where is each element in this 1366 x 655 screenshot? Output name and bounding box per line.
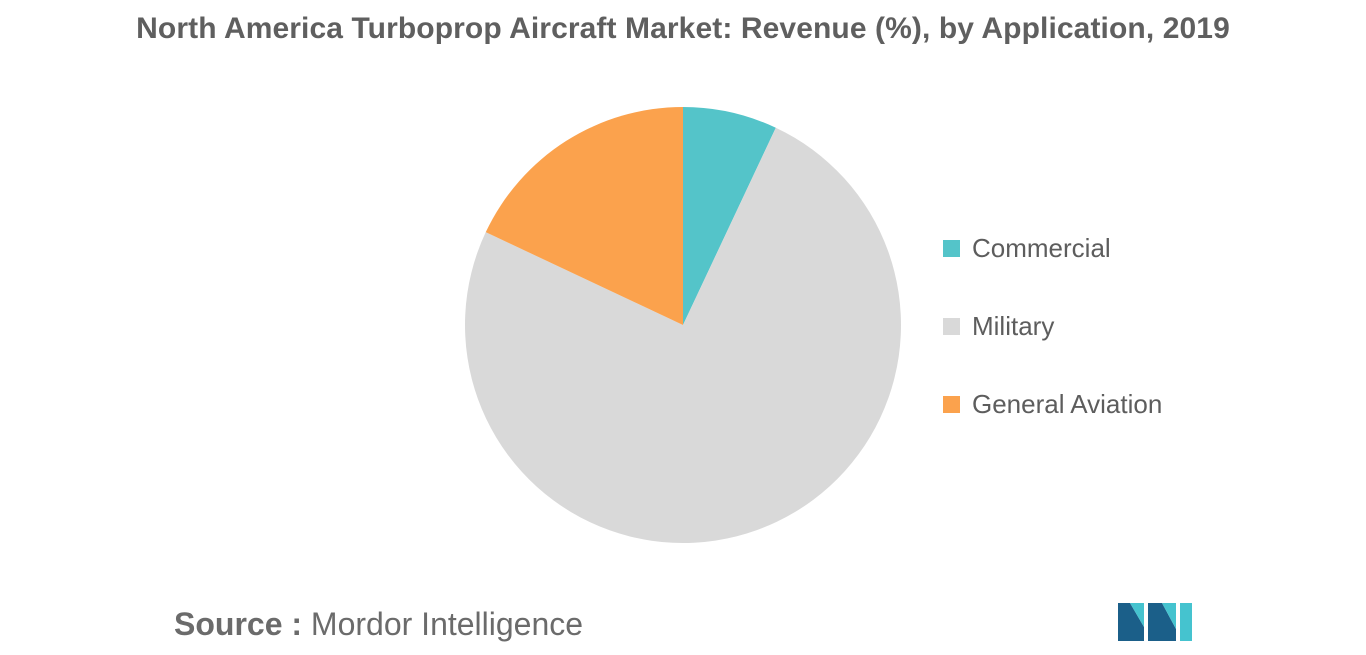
legend-item-general-aviation: General Aviation xyxy=(943,384,1162,424)
legend-label: General Aviation xyxy=(972,388,1163,419)
pie-slice-general-aviation xyxy=(485,106,683,326)
chart-legend: Commercial Military General Aviation xyxy=(943,228,1162,462)
mordor-intelligence-logo xyxy=(1118,603,1192,641)
chart-title: North America Turboprop Aircraft Market:… xyxy=(136,12,1230,45)
source-separator: : xyxy=(282,606,311,642)
legend-item-military: Military xyxy=(943,306,1162,346)
legend-item-commercial: Commercial xyxy=(943,228,1162,268)
legend-label: Military xyxy=(972,310,1055,341)
legend-swatch xyxy=(943,239,960,257)
pie-slice-military xyxy=(465,127,902,544)
legend-swatch xyxy=(943,395,960,413)
source-value: Mordor Intelligence xyxy=(310,606,584,642)
legend-swatch xyxy=(943,317,960,335)
source-label: Source xyxy=(174,606,283,642)
pie-slice-commercial xyxy=(683,107,776,325)
legend-label: Commercial xyxy=(972,232,1111,263)
source-note: Source : Mordor Intelligence xyxy=(174,606,583,643)
